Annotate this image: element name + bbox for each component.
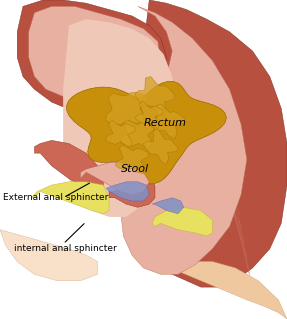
Polygon shape <box>29 6 161 108</box>
Polygon shape <box>109 179 155 207</box>
Polygon shape <box>106 182 149 201</box>
Polygon shape <box>32 182 109 214</box>
Polygon shape <box>148 104 185 139</box>
Polygon shape <box>80 163 149 195</box>
Polygon shape <box>100 0 287 287</box>
Polygon shape <box>0 230 98 281</box>
Text: internal anal sphincter: internal anal sphincter <box>14 244 117 253</box>
Polygon shape <box>135 101 163 129</box>
Polygon shape <box>115 145 148 174</box>
Text: External anal sphincter: External anal sphincter <box>3 193 108 202</box>
Polygon shape <box>152 198 184 214</box>
Text: Rectum: Rectum <box>144 118 187 128</box>
Polygon shape <box>34 140 103 191</box>
Text: Stool: Stool <box>121 164 149 174</box>
Polygon shape <box>135 77 175 115</box>
Polygon shape <box>143 130 178 165</box>
Polygon shape <box>152 207 212 236</box>
Polygon shape <box>17 0 166 115</box>
Polygon shape <box>155 236 287 319</box>
Polygon shape <box>67 81 226 184</box>
Polygon shape <box>120 120 155 147</box>
Polygon shape <box>63 19 178 217</box>
Polygon shape <box>105 92 147 125</box>
Polygon shape <box>105 121 135 147</box>
Polygon shape <box>121 6 247 274</box>
